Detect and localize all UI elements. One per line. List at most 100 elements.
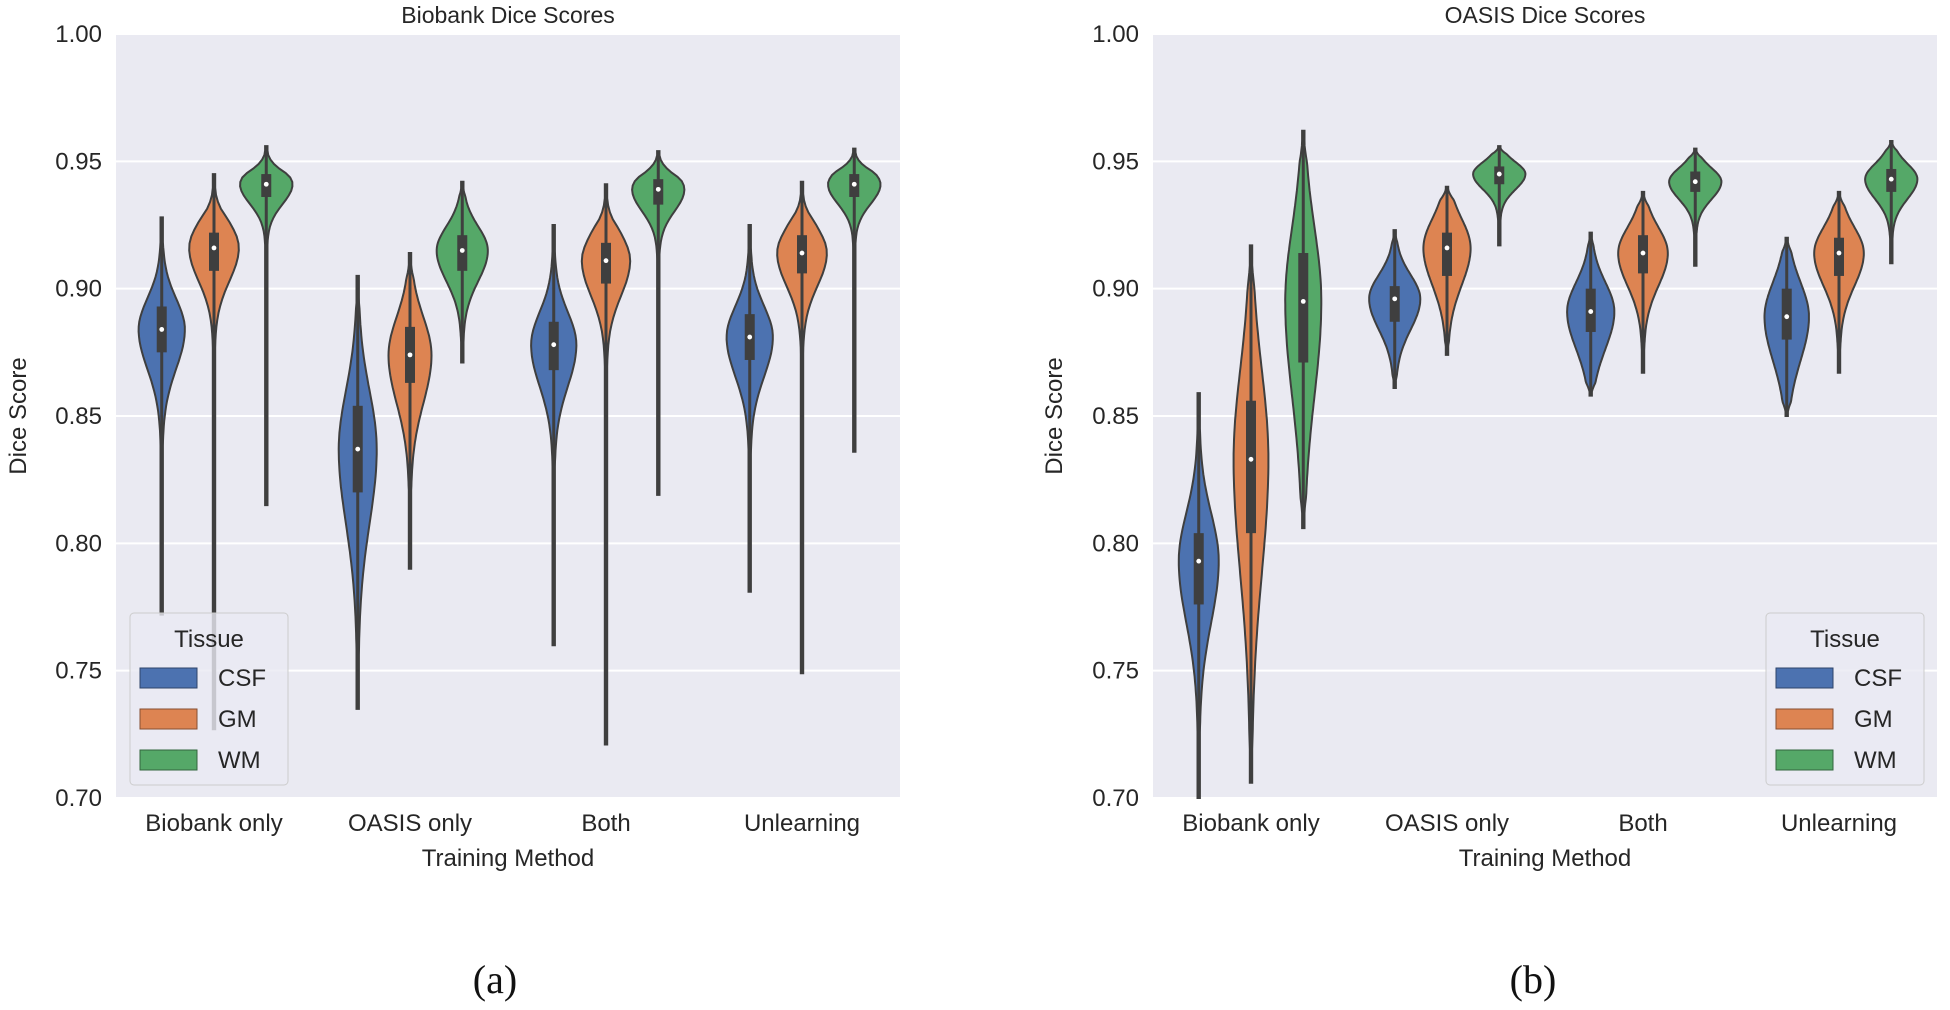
violin-median (747, 334, 753, 340)
violin-median (1444, 245, 1450, 251)
x-tick-label: Both (1618, 810, 1667, 837)
violin-csf (1177, 392, 1220, 799)
violin-csf (337, 274, 378, 710)
violin-gm (580, 183, 632, 746)
violin-wm (1668, 147, 1723, 267)
x-axis-label: Training Method (1459, 845, 1632, 872)
violin-gm (1813, 190, 1865, 374)
violin-csf (725, 224, 774, 593)
panel-a: 0.70 0.75 0.80 0.85 0.90 0.95 1.00 Biobank only… (5, 2, 900, 872)
y-tick-label: 0.85 (55, 403, 102, 430)
violin-csf (1566, 231, 1616, 397)
legend-box (1765, 612, 1925, 786)
violin-box (1834, 237, 1844, 276)
violin-median (1640, 250, 1646, 256)
violin-median (655, 186, 661, 192)
legend: Tissue CSF GM WM (1765, 612, 1925, 786)
x-tick-label: OASIS only (1385, 810, 1509, 837)
legend-swatch-wm (1775, 749, 1834, 771)
violin-gm (776, 180, 828, 675)
y-tick-label: 1.00 (55, 21, 102, 48)
y-tick-label: 0.70 (55, 785, 102, 812)
violin-median (1692, 179, 1698, 185)
y-tick-label: 0.95 (55, 148, 102, 175)
y-tick-label: 0.75 (55, 658, 102, 685)
violin-box (457, 235, 468, 271)
legend-label-csf: CSF (1854, 665, 1902, 692)
x-tick-label: Both (581, 810, 630, 837)
legend: Tissue CSF GM WM (129, 612, 289, 786)
violin-median (407, 352, 413, 358)
legend-swatch-csf (139, 667, 198, 689)
caption-b: (b) (1510, 957, 1557, 1002)
x-tick-label: OASIS only (348, 810, 472, 837)
legend-label-wm: WM (218, 747, 261, 774)
violin-wm (827, 147, 882, 453)
violin-gm (1422, 185, 1472, 356)
y-tick-label: 0.90 (55, 276, 102, 303)
y-tick-label: 0.80 (1092, 530, 1139, 557)
legend-label-gm: GM (218, 706, 257, 733)
legend-label-csf: CSF (218, 665, 266, 692)
legend-swatch-gm (1775, 708, 1834, 730)
violin-csf (530, 224, 578, 647)
legend-swatch-gm (139, 708, 198, 730)
violin-median (1496, 171, 1502, 177)
violin-median (263, 181, 269, 187)
legend-label-wm: WM (1854, 747, 1897, 774)
violin-box (601, 242, 611, 284)
violin-median (211, 245, 217, 251)
x-tick-label: Biobank only (145, 810, 282, 837)
x-tick-label: Unlearning (1781, 810, 1897, 837)
y-tick-label: 0.75 (1092, 658, 1139, 685)
x-tick-label: Biobank only (1182, 810, 1319, 837)
violin-box (1389, 286, 1400, 322)
violin-gm (1232, 244, 1270, 784)
y-tick-label: 1.00 (1092, 21, 1139, 48)
y-tick-label: 0.80 (55, 530, 102, 557)
violin-median (1196, 558, 1202, 564)
violin-box (209, 232, 219, 271)
legend-title: Tissue (1810, 626, 1880, 653)
violin-box (1298, 253, 1309, 363)
legend-label-gm: GM (1854, 706, 1893, 733)
x-axis-label: Training Method (422, 845, 595, 872)
x-tick-label: Unlearning (744, 810, 860, 837)
chart-title: OASIS Dice Scores (1445, 2, 1646, 28)
violin-median (1248, 456, 1254, 462)
y-axis-label: Dice Score (5, 357, 32, 474)
violin-median (1784, 314, 1790, 320)
y-tick-label: 0.85 (1092, 403, 1139, 430)
chart-title: Biobank Dice Scores (401, 2, 615, 28)
y-tick-label: 0.95 (1092, 148, 1139, 175)
violin-median (1392, 296, 1398, 302)
violin-median (551, 342, 557, 348)
violin-wm (631, 150, 686, 496)
violin-wm (1472, 145, 1527, 247)
violin-wm (435, 180, 489, 364)
violin-csf (1763, 236, 1810, 417)
y-tick-label: 0.70 (1092, 785, 1139, 812)
violin-median (603, 258, 609, 264)
violin-median (1300, 299, 1306, 304)
violin-box (1442, 232, 1452, 276)
violin-median (1888, 176, 1894, 182)
violin-median (355, 446, 361, 452)
violin-gm (387, 252, 433, 570)
legend-swatch-wm (139, 749, 198, 771)
violin-wm (1284, 129, 1323, 530)
violin-median (159, 327, 165, 332)
caption-a: (a) (473, 957, 517, 1002)
violin-csf (1368, 229, 1422, 389)
panel-b: 0.70 0.75 0.80 0.85 0.90 0.95 1.00 Biobank only… (1041, 2, 1937, 872)
violin-median (799, 250, 805, 256)
violin-median (851, 181, 857, 187)
violin-median (1836, 250, 1842, 256)
violin-box (653, 179, 664, 205)
violin-box (1193, 533, 1204, 605)
violin-wm (1864, 140, 1919, 265)
y-tick-label: 0.90 (1092, 276, 1139, 303)
legend-title: Tissue (174, 626, 244, 653)
violin-csf (137, 216, 186, 616)
